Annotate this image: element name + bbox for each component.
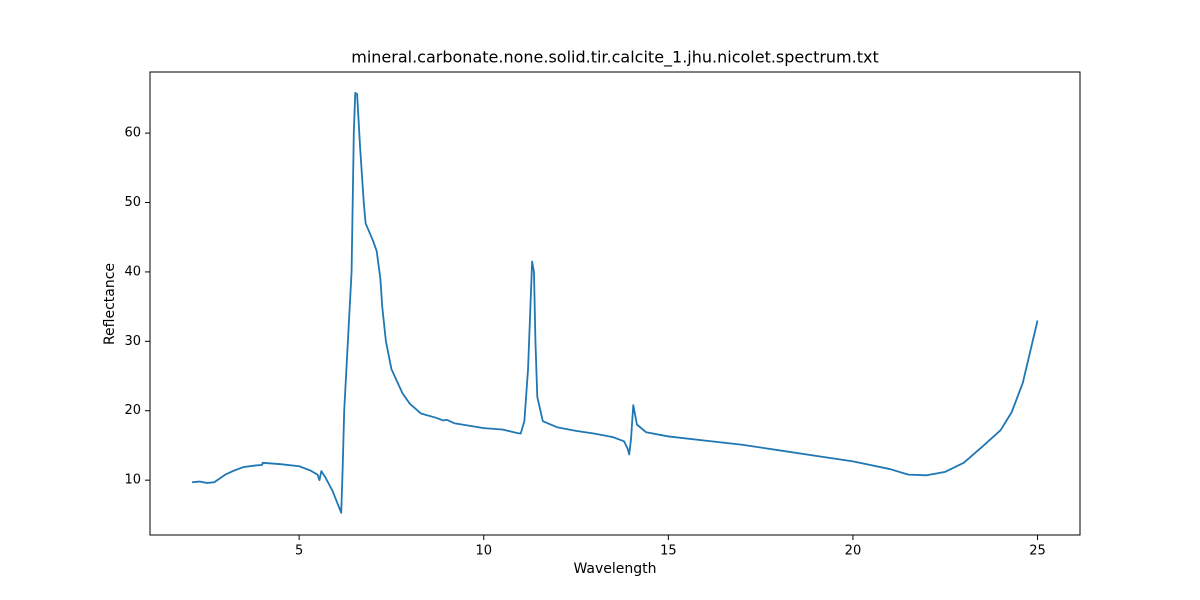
y-axis-label: Reflectance [102,263,118,345]
x-axis-label: Wavelength [573,561,656,577]
x-tick-label: 10 [475,544,492,559]
y-tick-label: 40 [124,264,141,279]
y-tick-label: 60 [124,126,141,141]
y-tick-label: 30 [124,334,141,349]
plot-frame [149,71,1081,536]
x-tick-label: 20 [845,544,862,559]
x-tick-label: 25 [1029,544,1046,559]
data-line [192,91,1039,514]
x-tick-label: 15 [660,544,677,559]
y-tick-label: 50 [124,195,141,210]
chart-title: mineral.carbonate.none.solid.tir.calcite… [351,48,879,68]
x-tick-label: 5 [295,544,303,559]
y-tick-label: 20 [124,403,141,418]
y-tick-label: 10 [124,473,141,488]
